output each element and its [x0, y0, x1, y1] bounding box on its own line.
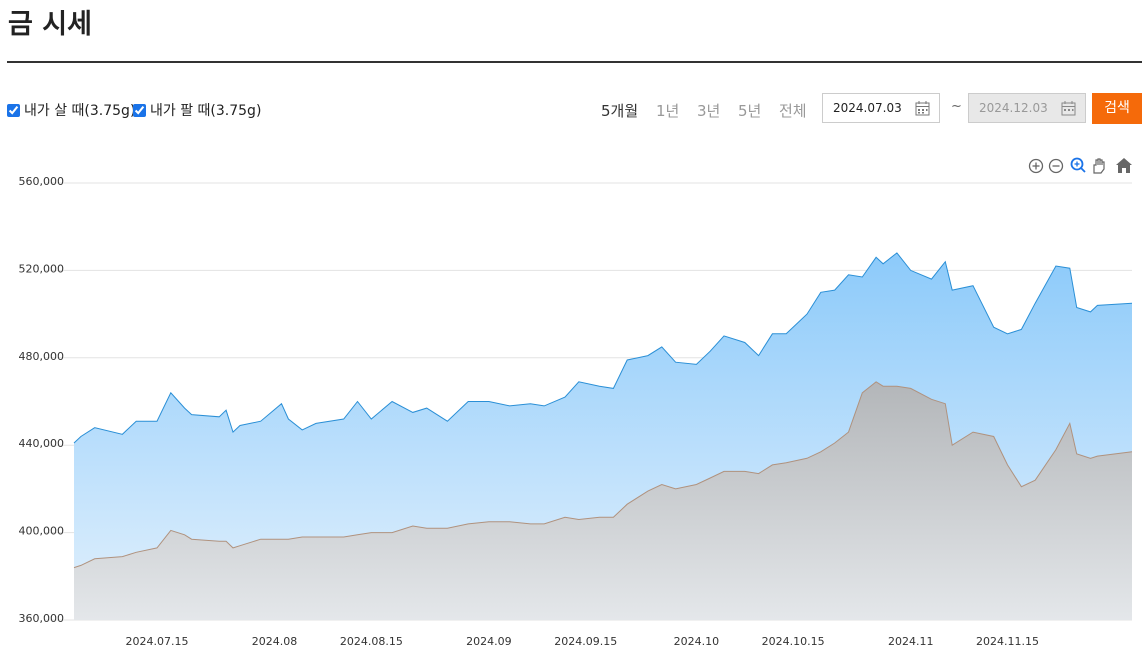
legend-label: 내가 팔 때(3.75g)	[150, 103, 262, 119]
range-separator: ~	[951, 99, 962, 114]
end-date-input: 2024.12.03	[968, 93, 1086, 123]
range-button[interactable]: 전체	[779, 102, 807, 120]
start-date: 2024.07.03	[833, 101, 902, 115]
x-tick-label: 2024.10.15	[762, 635, 825, 648]
y-tick-label: 560,000	[19, 175, 65, 188]
range-button[interactable]: 1년	[656, 102, 680, 120]
series-toggle[interactable]: 내가 팔 때(3.75g)	[133, 100, 261, 120]
calendar-icon	[1061, 101, 1076, 116]
x-tick-label: 2024.09.15	[554, 635, 617, 648]
series-toggle[interactable]: 내가 살 때(3.75g)	[7, 100, 135, 120]
checkbox[interactable]	[133, 103, 146, 117]
range-button[interactable]: 3년	[697, 102, 721, 120]
y-tick-label: 440,000	[19, 437, 65, 450]
x-tick-label: 2024.08	[252, 635, 298, 648]
checkbox[interactable]	[7, 103, 20, 117]
x-tick-label: 2024.08.15	[340, 635, 403, 648]
x-tick-label: 2024.11	[888, 635, 934, 648]
page-title: 금 시세	[8, 9, 92, 40]
divider	[7, 61, 1142, 63]
selection-zoom-button[interactable]	[1070, 157, 1086, 173]
search-button[interactable]: 검색	[1092, 93, 1142, 124]
y-tick-label: 520,000	[19, 262, 65, 275]
range-button[interactable]: 5개월	[601, 102, 639, 120]
calendar-icon	[915, 101, 930, 116]
x-tick-label: 2024.11.15	[976, 635, 1039, 648]
series-line	[73, 252, 1133, 444]
reset-zoom-button[interactable]	[1116, 158, 1132, 173]
x-tick-label: 2024.10	[674, 635, 720, 648]
y-tick-label: 400,000	[19, 525, 65, 538]
end-date: 2024.12.03	[979, 101, 1048, 115]
zoom-out-button[interactable]	[1048, 158, 1064, 174]
pan-button[interactable]	[1093, 158, 1105, 174]
y-tick-label: 480,000	[19, 350, 65, 363]
x-tick-label: 2024.07.15	[125, 635, 188, 648]
legend-label: 내가 살 때(3.75g)	[24, 103, 136, 119]
start-date-input[interactable]: 2024.07.03	[822, 93, 940, 123]
range-button[interactable]: 5년	[738, 102, 762, 120]
zoom-in-button[interactable]	[1028, 158, 1044, 174]
series-line	[73, 381, 1133, 569]
x-tick-label: 2024.09	[466, 635, 512, 648]
y-tick-label: 360,000	[19, 612, 65, 625]
chart-toolbar	[1028, 157, 1132, 174]
area-fill	[74, 381, 1132, 620]
